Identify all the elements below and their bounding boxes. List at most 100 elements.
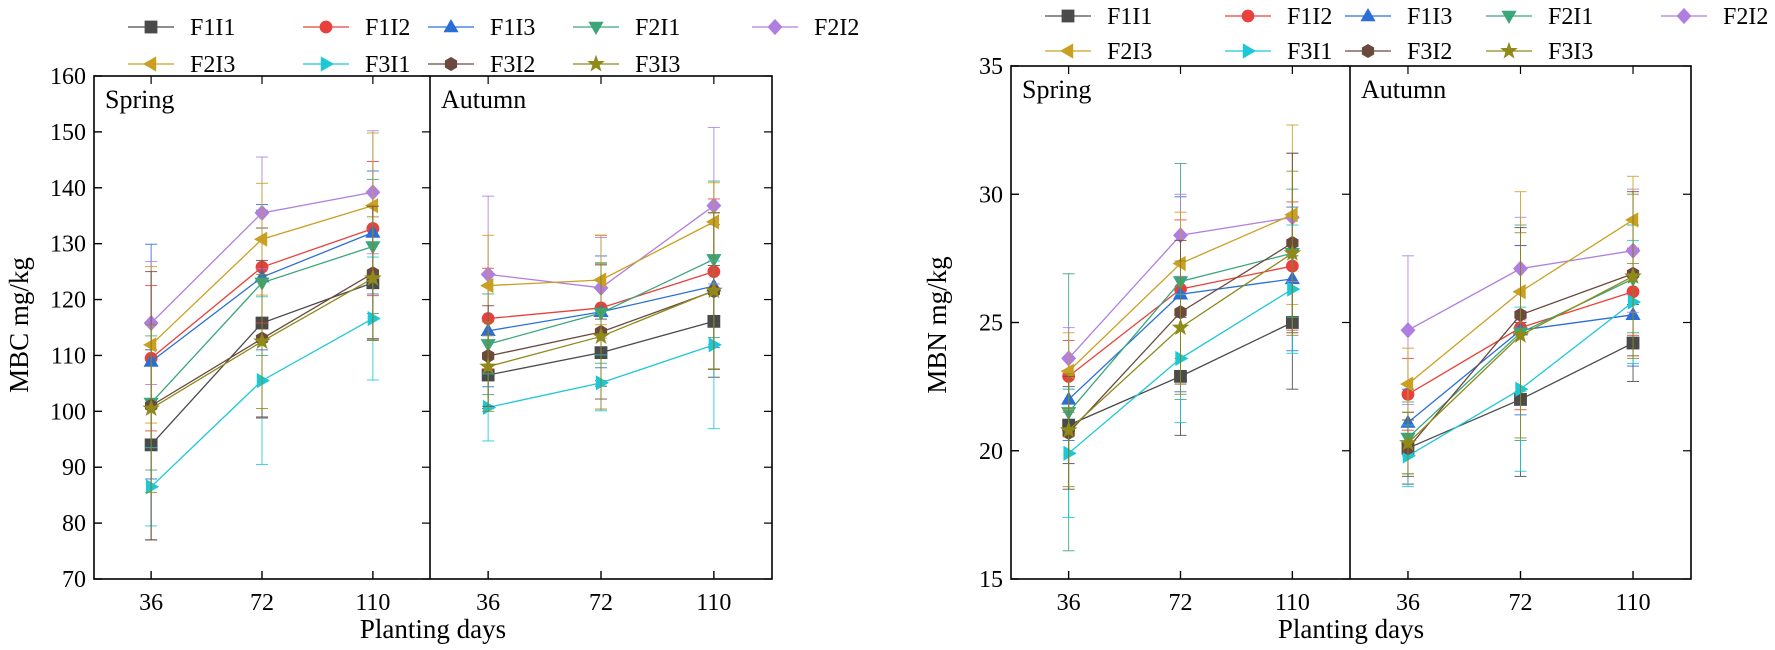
legend-label: F1I2 xyxy=(1287,4,1332,30)
x-tick-label: 72 xyxy=(1509,590,1533,616)
legend-marker-f3i3 xyxy=(587,54,605,72)
y-tick-label: 25 xyxy=(979,311,1003,337)
y-tick-label: 80 xyxy=(62,511,86,537)
data-point-f3i3 xyxy=(1399,433,1417,451)
y-axis-label: MBC mg/kg xyxy=(4,257,34,393)
legend-label: F3I1 xyxy=(365,52,410,78)
y-tick-label: 150 xyxy=(50,120,86,146)
x-tick-label: 36 xyxy=(1057,590,1081,616)
legend-marker-f3i2 xyxy=(1361,43,1375,59)
legend-marker-f3i1 xyxy=(1242,43,1257,59)
plot-frame xyxy=(93,75,773,580)
y-tick-label: 20 xyxy=(979,439,1003,465)
x-tick-label: 72 xyxy=(1169,590,1193,616)
data-point-f3i1 xyxy=(1515,381,1529,397)
legend-item-f2i3: F2I3 xyxy=(1045,39,1152,65)
legend-item-f3i1: F3I1 xyxy=(303,52,410,78)
data-point-f2i3 xyxy=(1512,284,1526,300)
legend-marker-f1i2 xyxy=(1241,9,1255,23)
legend-item-f2i3: F2I3 xyxy=(128,52,235,78)
data-point-f3i3 xyxy=(1059,420,1078,438)
legend-marker-f1i1 xyxy=(1061,9,1075,23)
legend-marker-f3i2 xyxy=(444,56,458,72)
legend-label: F1I1 xyxy=(1107,4,1152,30)
data-point-f2i3 xyxy=(1625,212,1639,228)
data-point-f2i3 xyxy=(1284,207,1298,223)
legend-item-f1i3: F1I3 xyxy=(1345,4,1452,30)
data-point-f3i1 xyxy=(1063,445,1077,461)
y-axis-label: MBN mg/kg xyxy=(922,256,952,393)
y-tick-label: 120 xyxy=(50,288,86,314)
data-point-f2i3 xyxy=(592,272,607,288)
data-point-f3i3 xyxy=(142,399,160,417)
y-tick-label: 30 xyxy=(979,182,1003,208)
legend-label: F1I3 xyxy=(490,15,535,41)
legend-item-f3i3: F3I3 xyxy=(1486,39,1593,65)
x-tick-label: 72 xyxy=(250,590,274,616)
y-tick-label: 90 xyxy=(62,455,86,481)
season-label: Autumn xyxy=(1361,75,1446,104)
data-point-f2i3 xyxy=(143,337,157,353)
legend-label: F3I3 xyxy=(635,52,680,78)
data-point-f3i1 xyxy=(595,375,610,391)
season-label: Spring xyxy=(105,85,174,114)
x-tick-label: 36 xyxy=(1396,590,1420,616)
data-point-f3i3 xyxy=(253,332,271,349)
legend-label: F2I2 xyxy=(814,15,859,41)
data-point-f3i1 xyxy=(145,479,160,495)
legend-marker-f1i3 xyxy=(443,18,459,33)
x-axis-label: Planting days xyxy=(360,614,506,644)
y-tick-label: 70 xyxy=(62,567,86,593)
legend-label: F2I3 xyxy=(190,52,235,78)
data-point-f3i1 xyxy=(1627,294,1642,310)
mbc-chart: 70 80 90 100 110 120 130 140 150 160 MBC mg/kg Plan… xyxy=(4,15,859,644)
legend-marker-f1i3 xyxy=(1360,7,1376,22)
data-point-f2i3 xyxy=(705,214,720,230)
legend-item-f2i1: F2I1 xyxy=(573,15,680,41)
legend-marker-f2i3 xyxy=(142,56,157,72)
x-tick-label: 110 xyxy=(1615,590,1650,616)
legend-label: F1I2 xyxy=(365,15,410,41)
x-tick-label: 110 xyxy=(355,590,390,616)
data-point-f3i1 xyxy=(1287,281,1301,297)
data-point-f3i3 xyxy=(479,357,497,375)
legend-label: F3I3 xyxy=(1548,39,1593,65)
legend-label: F2I2 xyxy=(1723,4,1768,30)
data-point-f2i3 xyxy=(253,231,268,247)
legend-item-f3i2: F3I2 xyxy=(428,52,535,78)
data-point-f3i1 xyxy=(1175,350,1189,367)
mbn-chart: 15 20 25 30 35 MBN mg/kg Planting days Spring 36… xyxy=(922,4,1768,644)
legend-marker-f3i1 xyxy=(320,56,335,72)
legend-item-f1i2: F1I2 xyxy=(303,15,410,41)
legend-item-f2i2: F2I2 xyxy=(1661,4,1768,30)
legend-label: F2I3 xyxy=(1107,39,1152,65)
legend-item-f1i3: F1I3 xyxy=(428,15,535,41)
data-point-f3i3 xyxy=(1624,267,1642,284)
x-tick-label: 72 xyxy=(589,590,613,616)
legend-item-f2i2: F2I2 xyxy=(752,15,859,41)
data-point-f3i3 xyxy=(592,327,610,344)
legend-label: F1I1 xyxy=(190,15,235,41)
legend-label: F2I1 xyxy=(635,15,680,41)
legend-marker-f2i3 xyxy=(1059,43,1074,59)
data-point-f3i3 xyxy=(364,269,382,286)
legend-item-f1i1: F1I1 xyxy=(1045,4,1152,30)
legend-item-f2i1: F2I1 xyxy=(1486,4,1593,30)
y-tick-label: 15 xyxy=(979,567,1003,593)
legend-label: F1I3 xyxy=(1407,4,1452,30)
x-axis-label: Planting days xyxy=(1278,614,1424,644)
y-tick-label: 100 xyxy=(50,399,86,425)
legend-label: F3I1 xyxy=(1287,39,1332,65)
y-tick-label: 140 xyxy=(50,176,86,202)
data-point-f3i1 xyxy=(367,310,381,327)
legend-item-f3i2: F3I2 xyxy=(1345,39,1452,65)
data-point-f3i3 xyxy=(705,281,723,299)
data-point-f2i3 xyxy=(1399,376,1414,392)
data-point-f3i1 xyxy=(256,373,271,389)
data-point-f3i1 xyxy=(708,337,722,353)
x-tick-label: 110 xyxy=(696,590,731,616)
season-label: Spring xyxy=(1022,75,1091,104)
legend-marker-f1i2 xyxy=(319,20,333,34)
data-point-f2i3 xyxy=(480,277,494,294)
